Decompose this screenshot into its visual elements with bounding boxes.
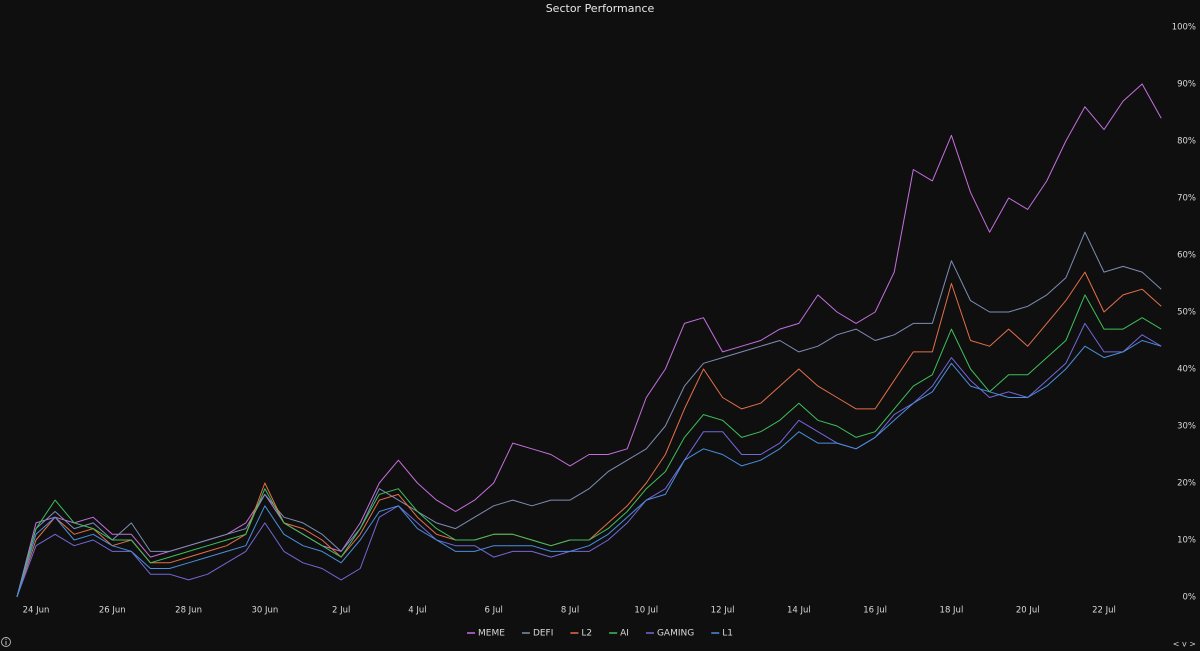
series-line bbox=[16, 340, 1162, 598]
x-tick-label: 30 Jun bbox=[251, 606, 278, 616]
info-icon-dot bbox=[5, 638, 7, 640]
legend-item[interactable]: GAMING bbox=[645, 629, 694, 639]
legend-item[interactable]: MEME bbox=[467, 629, 505, 639]
x-tick-label: 22 Jul bbox=[1092, 606, 1116, 616]
x-tick-label: 10 Jul bbox=[634, 606, 658, 616]
x-tick-label: 20 Jul bbox=[1016, 606, 1040, 616]
legend-item[interactable]: L2 bbox=[570, 629, 592, 639]
y-tick-label: 10% bbox=[1177, 536, 1196, 546]
x-tick-label: 16 Jul bbox=[863, 606, 887, 616]
legend-item[interactable]: L1 bbox=[711, 629, 733, 639]
y-tick-label: 0% bbox=[1183, 593, 1197, 603]
y-tick-label: 30% bbox=[1177, 422, 1196, 432]
x-tick-label: 14 Jul bbox=[787, 606, 811, 616]
legend-label: L2 bbox=[581, 629, 592, 639]
x-tick-label: 24 Jun bbox=[23, 606, 50, 616]
y-tick-label: 100% bbox=[1172, 23, 1196, 33]
legend-label: DEFI bbox=[533, 629, 553, 639]
legend: MEME DEFI L2 AI GAMING L1 bbox=[467, 629, 733, 639]
legend-item[interactable]: AI bbox=[609, 629, 629, 639]
chart-title: Sector Performance bbox=[546, 2, 655, 15]
legend-label: AI bbox=[620, 629, 629, 639]
legend-label: L1 bbox=[722, 629, 733, 639]
series-line bbox=[16, 231, 1162, 598]
x-tick-label: 2 Jul bbox=[332, 606, 350, 616]
x-tick-label: 26 Jun bbox=[99, 606, 126, 616]
legend-label: MEME bbox=[478, 629, 505, 639]
x-tick-label: 6 Jul bbox=[485, 606, 503, 616]
legend-label: GAMING bbox=[657, 629, 694, 639]
y-tick-label: 50% bbox=[1177, 308, 1196, 318]
x-tick-label: 4 Jul bbox=[408, 606, 426, 616]
info-icon-circle bbox=[1, 637, 11, 647]
x-tick-label: 28 Jun bbox=[175, 606, 202, 616]
x-tick-label: 18 Jul bbox=[940, 606, 964, 616]
y-tick-label: 70% bbox=[1177, 194, 1196, 204]
y-tick-label: 60% bbox=[1177, 251, 1196, 261]
series-line bbox=[16, 322, 1162, 598]
series-line bbox=[16, 294, 1162, 598]
y-tick-label: 20% bbox=[1177, 479, 1196, 489]
y-tick-label: 80% bbox=[1177, 137, 1196, 147]
nav-controls[interactable]: < v > bbox=[1173, 640, 1196, 649]
legend-item[interactable]: DEFI bbox=[521, 629, 553, 639]
info-icon[interactable] bbox=[1, 637, 11, 647]
x-tick-label: 12 Jul bbox=[711, 606, 735, 616]
x-tick-label: 8 Jul bbox=[561, 606, 579, 616]
y-tick-label: 40% bbox=[1177, 365, 1196, 375]
y-tick-label: 90% bbox=[1177, 80, 1196, 90]
